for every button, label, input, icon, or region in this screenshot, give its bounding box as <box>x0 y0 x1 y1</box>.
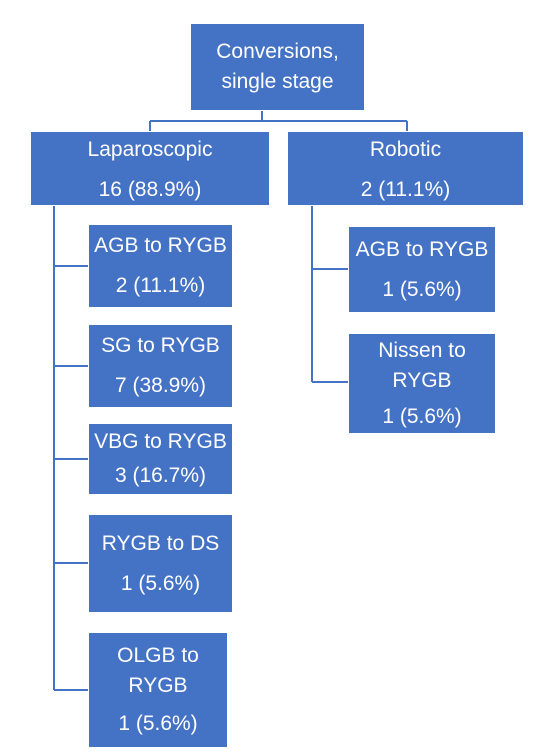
robotic-node: Robotic 2 (11.1%) <box>287 131 524 206</box>
node-label-line2: RYGB <box>392 368 452 392</box>
node-label: AGB to RYGB <box>94 234 227 257</box>
lap-node-agb-to-rygb: AGB to RYGB 2 (11.1%) <box>88 224 233 308</box>
root-node: Conversions, single stage <box>190 23 365 111</box>
node-value: 1 (5.6%) <box>382 404 462 428</box>
node-label: VBG to RYGB <box>94 430 227 453</box>
lap-node-vbg-to-rygb: VBG to RYGB 3 (16.7%) <box>88 423 233 495</box>
root-label-line2: single stage <box>221 70 334 93</box>
robotic-label: Robotic <box>369 138 442 161</box>
rob-node-nissen-to-rygb: Nissen to RYGB 1 (5.6%) <box>348 333 496 434</box>
laparoscopic-label: Laparoscopic <box>87 138 213 161</box>
lap-node-sg-to-rygb: SG to RYGB 7 (38.9%) <box>88 324 233 408</box>
laparoscopic-value: 16 (88.9%) <box>98 178 202 201</box>
node-label: RYGB to DS <box>101 531 220 555</box>
node-label-line2: RYGB <box>128 674 188 697</box>
laparoscopic-node: Laparoscopic 16 (88.9%) <box>30 131 270 206</box>
lap-node-olgb-to-rygb: OLGB to RYGB 1 (5.6%) <box>88 632 228 748</box>
node-value: 2 (11.1%) <box>115 274 206 297</box>
root-label-line1: Conversions, <box>216 40 339 63</box>
robotic-value: 2 (11.1%) <box>360 178 451 201</box>
rob-node-agb-to-rygb: AGB to RYGB 1 (5.6%) <box>348 226 496 313</box>
node-label-line1: OLGB to <box>117 644 199 667</box>
lap-node-rygb-to-ds: RYGB to DS 1 (5.6%) <box>88 514 233 613</box>
node-value: 1 (5.6%) <box>120 571 201 595</box>
node-value: 1 (5.6%) <box>118 712 198 735</box>
node-value: 7 (38.9%) <box>114 374 207 397</box>
node-value: 3 (16.7%) <box>114 464 207 487</box>
node-value: 1 (5.6%) <box>382 277 462 301</box>
node-label: SG to RYGB <box>101 334 220 357</box>
node-label: AGB to RYGB <box>355 237 489 261</box>
node-label-line1: Nissen to <box>378 338 466 362</box>
